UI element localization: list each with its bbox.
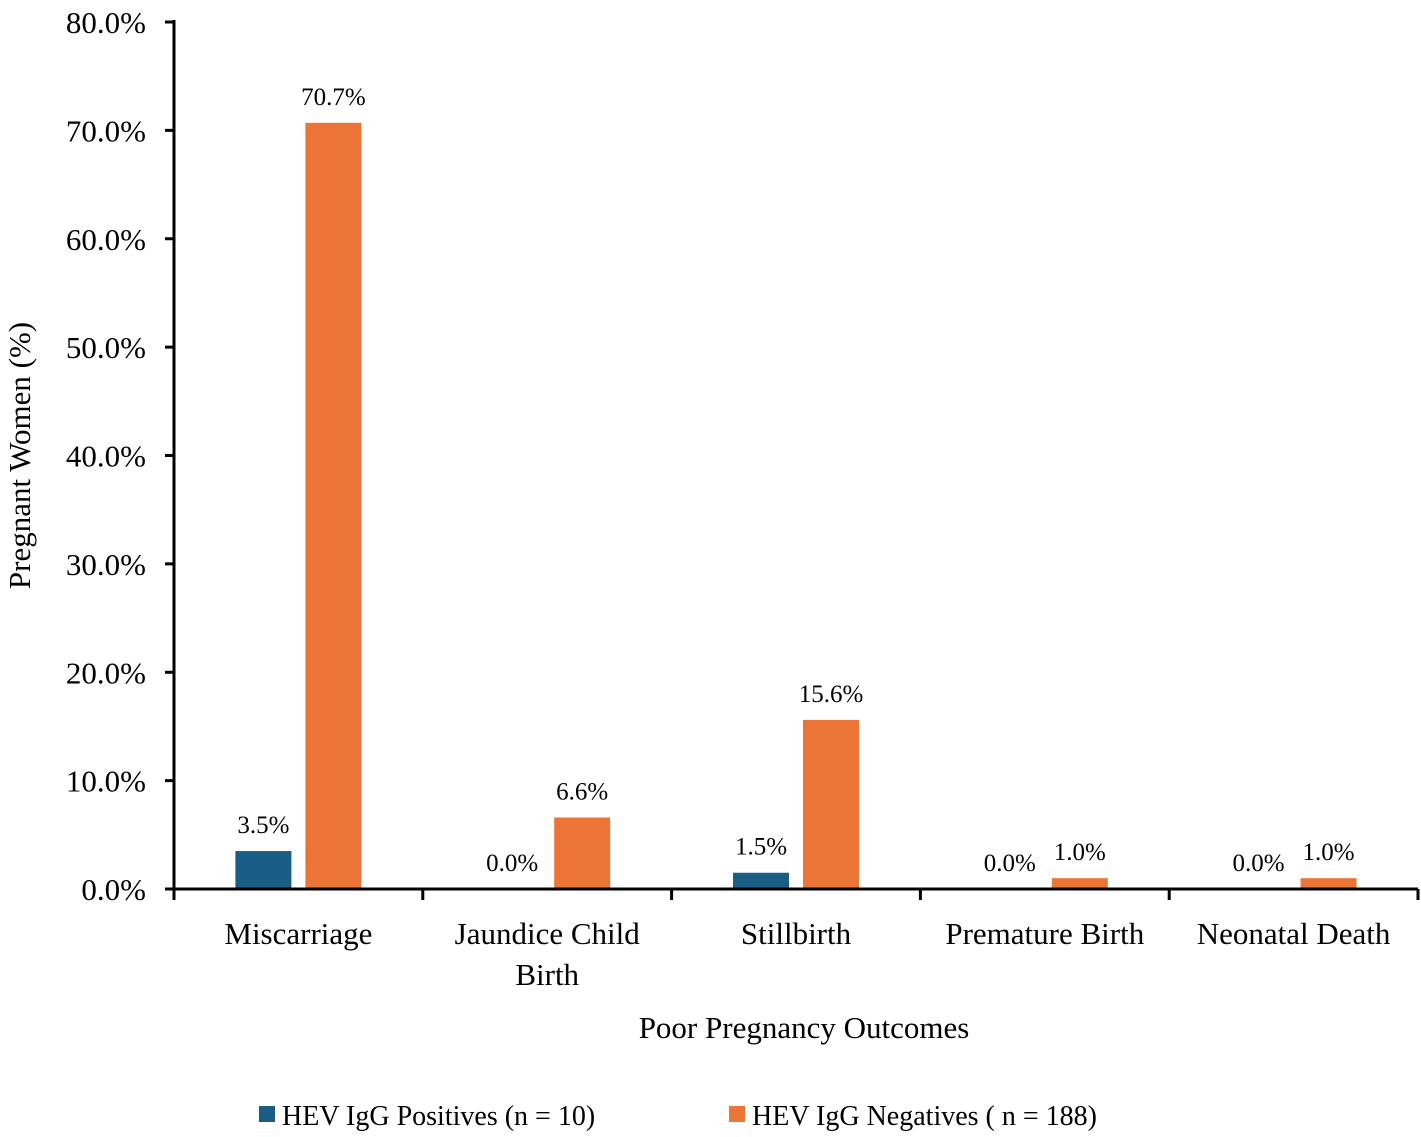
x-axis-category-labels: Miscarriage Jaundice Child Birth Stillbirth… <box>224 916 1391 992</box>
x-category-label: Jaundice Child <box>455 916 641 951</box>
data-label-series2: 1.0% <box>1054 839 1106 866</box>
bar-series2 <box>554 817 611 889</box>
data-labels: 3.5% 0.0% 1.5% 0.0% 0.0% 70.7% 6.6% 15.6% 1.0% 1.… <box>237 84 1354 877</box>
x-axis-ticks <box>172 889 1420 900</box>
data-label-series1: 0.0% <box>1233 850 1285 877</box>
data-label-series1: 1.5% <box>735 834 787 861</box>
data-label-series2: 1.0% <box>1303 839 1355 866</box>
y-tick-label: 10.0% <box>66 764 146 799</box>
y-tick-label: 40.0% <box>66 439 146 474</box>
bar-series1 <box>235 851 292 889</box>
bar-series2 <box>803 719 859 889</box>
bar-series1 <box>733 872 789 889</box>
y-axis-ticks: 0.0% 10.0% 20.0% 30.0% 40.0% 50.0% 60.0% 70.0% 8… <box>66 5 174 907</box>
bar-series2 <box>1300 878 1357 889</box>
legend: HEV IgG Positives (n = 10) HEV IgG Negati… <box>259 1101 1097 1132</box>
y-tick-label: 70.0% <box>66 113 146 148</box>
y-tick-label: 30.0% <box>66 547 146 582</box>
data-label-series1: 0.0% <box>486 850 538 877</box>
x-category-label: Premature Birth <box>945 916 1144 951</box>
legend-label: HEV IgG Negatives ( n = 188) <box>752 1101 1097 1132</box>
data-label-series1: 3.5% <box>237 812 289 839</box>
data-label-series2: 15.6% <box>799 681 864 708</box>
bars <box>235 122 1357 889</box>
y-tick-label: 0.0% <box>81 872 146 907</box>
legend-swatch <box>259 1106 275 1122</box>
x-axis-title: Poor Pregnancy Outcomes <box>639 1010 970 1045</box>
legend-swatch <box>729 1106 745 1122</box>
data-label-series2: 70.7% <box>301 84 366 111</box>
y-tick-label: 60.0% <box>66 222 146 257</box>
y-axis-title: Pregnant Women (%) <box>2 322 37 589</box>
data-label-series2: 6.6% <box>556 778 608 805</box>
x-category-label: Birth <box>515 957 579 992</box>
x-category-label: Miscarriage <box>224 916 372 951</box>
bar-series2 <box>1051 878 1108 889</box>
x-category-label: Neonatal Death <box>1197 916 1391 951</box>
data-label-series1: 0.0% <box>984 850 1036 877</box>
y-tick-label: 80.0% <box>66 5 146 40</box>
x-category-label: Stillbirth <box>741 916 852 951</box>
legend-label: HEV IgG Positives (n = 10) <box>282 1101 595 1132</box>
y-tick-label: 20.0% <box>66 655 146 690</box>
y-tick-label: 50.0% <box>66 330 146 365</box>
bar-series2 <box>305 122 362 889</box>
